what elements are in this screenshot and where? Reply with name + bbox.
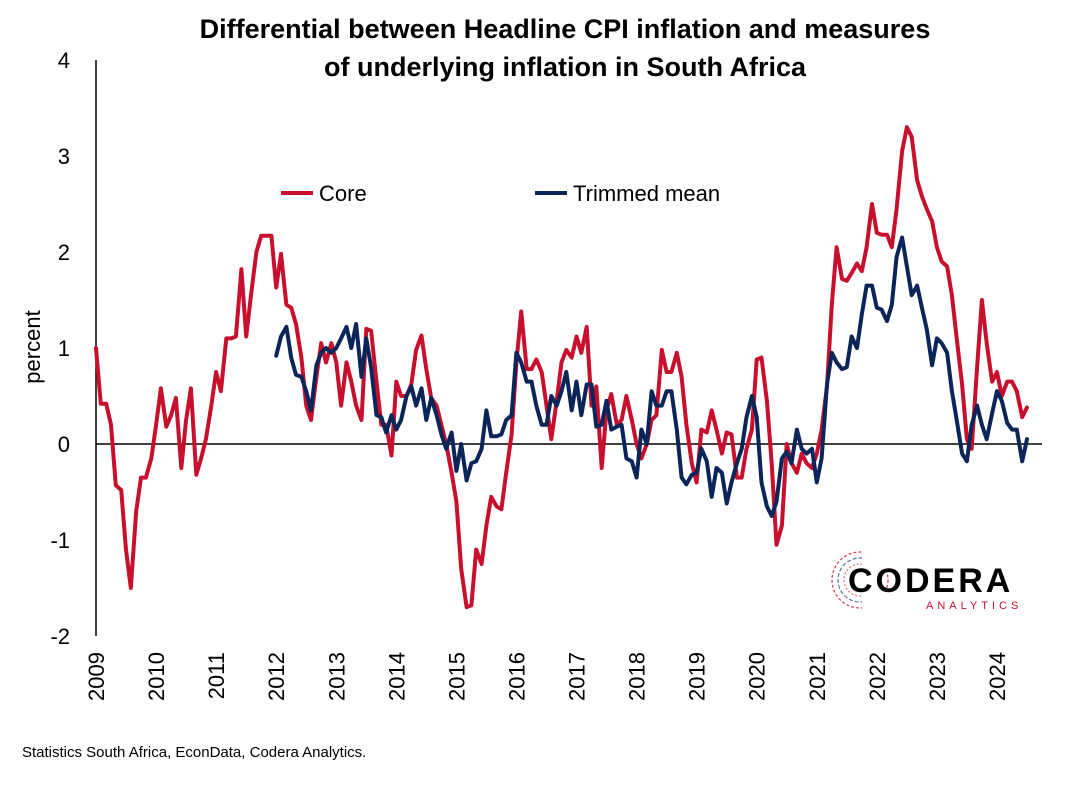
y-tick-label: 0: [58, 432, 70, 457]
y-tick-label: 3: [58, 144, 70, 169]
x-axis-ticks: 2009 2010 2011 2012 2013 2014 2015 2016 2017 2018…: [84, 652, 1010, 701]
x-tick-label: 2021: [805, 652, 830, 701]
y-tick-label: 2: [58, 240, 70, 265]
codera-logo: CODERA ANALYTICS: [831, 548, 1022, 612]
x-tick-label: 2022: [865, 652, 890, 701]
x-tick-label: 2012: [264, 652, 289, 701]
x-tick-label: 2015: [444, 652, 469, 701]
x-tick-label: 2010: [144, 652, 169, 701]
legend-label-trimmed-mean: Trimmed mean: [573, 181, 720, 206]
x-tick-label: 2019: [685, 652, 710, 701]
y-tick-label: 4: [58, 48, 70, 73]
x-tick-label: 2018: [625, 652, 650, 701]
logo-text: CODERA: [848, 562, 1013, 600]
y-tick-label: -2: [50, 624, 70, 649]
x-tick-label: 2023: [925, 652, 950, 701]
chart-title-line-1: Differential between Headline CPI inflat…: [200, 14, 931, 44]
y-axis-ticks: -2 -1 0 1 2 3 4: [50, 48, 70, 649]
x-tick-label: 2011: [204, 652, 229, 699]
x-tick-label: 2016: [504, 652, 529, 701]
chart-title-line-2: of underlying inflation in South Africa: [324, 52, 807, 82]
x-tick-label: 2017: [565, 652, 590, 701]
y-tick-label: -1: [50, 528, 70, 553]
y-axis-label: percent: [20, 310, 45, 383]
series-line-core: [94, 125, 1029, 610]
x-tick-label: 2014: [384, 652, 409, 701]
x-tick-label: 2013: [324, 652, 349, 701]
x-tick-label: 2009: [84, 652, 109, 701]
source-note: Statistics South Africa, EconData, Coder…: [22, 744, 366, 761]
y-tick-label: 1: [58, 336, 70, 361]
x-tick-label: 2024: [985, 652, 1010, 701]
series-line-trimmed-mean: [274, 235, 1029, 518]
legend-label-core: Core: [319, 181, 367, 206]
logo-subtext: ANALYTICS: [926, 600, 1022, 612]
axes: [95, 60, 1042, 636]
x-tick-label: 2020: [745, 652, 770, 701]
logo-mark-icon: [831, 548, 889, 612]
series-lines: [94, 125, 1029, 610]
legend: Core Trimmed mean: [281, 181, 720, 206]
